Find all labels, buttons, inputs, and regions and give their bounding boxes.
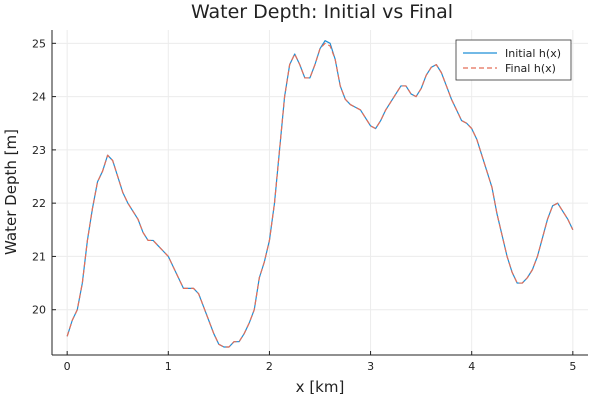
y-tick-label: 23 (32, 144, 46, 157)
grid (52, 30, 588, 355)
series-lines (66, 40, 574, 348)
x-tick-label: 0 (64, 360, 71, 373)
series-line-final (66, 42, 574, 348)
x-tick-label: 2 (266, 360, 273, 373)
y-tick-label: 22 (32, 197, 46, 210)
legend: Initial h(x) Final h(x) (455, 39, 572, 81)
y-tick-label: 25 (32, 37, 46, 50)
series-line-initial (66, 40, 574, 348)
chart-title: Water Depth: Initial vs Final (191, 1, 453, 23)
y-tick-label: 21 (32, 250, 46, 263)
y-tick-label: 24 (32, 91, 46, 104)
x-tick-label: 1 (165, 360, 172, 373)
x-tick-label: 5 (569, 360, 576, 373)
x-tick-label: 3 (367, 360, 374, 373)
legend-box (455, 39, 572, 81)
x-axis-title: x [km] (296, 378, 345, 396)
legend-label-initial: Initial h(x) (505, 47, 561, 60)
y-tick-label: 20 (32, 304, 46, 317)
axes (51, 30, 588, 356)
y-axis-title: Water Depth [m] (2, 129, 20, 255)
x-tick-label: 4 (468, 360, 475, 373)
legend-label-final: Final h(x) (505, 62, 556, 75)
